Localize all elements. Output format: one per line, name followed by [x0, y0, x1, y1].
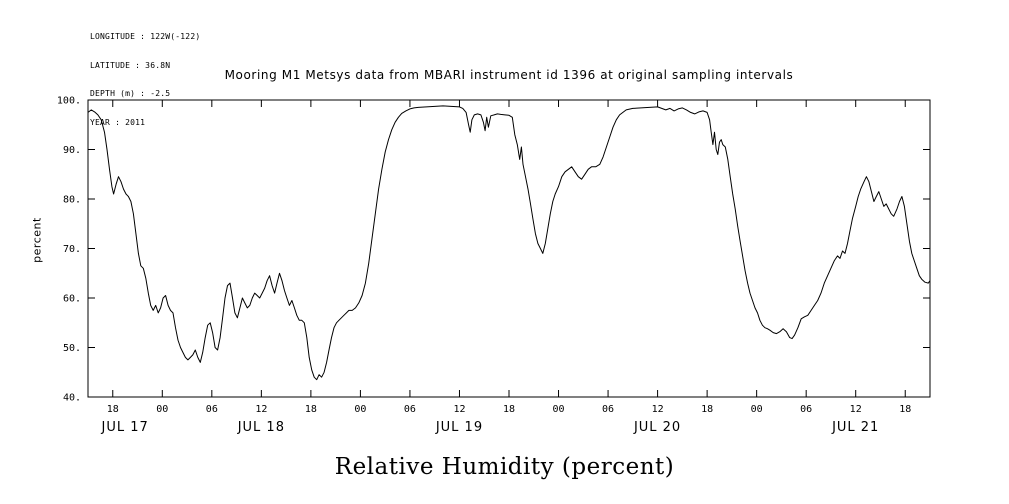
- x-day-label: JUL 19: [435, 420, 483, 435]
- x-tick-label: 18: [899, 404, 911, 415]
- humidity-series-line: [87, 105, 931, 381]
- x-axis-title: Relative Humidity (percent): [334, 454, 675, 480]
- y-tick-label: 80.: [63, 195, 81, 206]
- x-tick-label: 06: [206, 404, 218, 415]
- x-tick-label: 18: [701, 404, 713, 415]
- metadata-depth: DEPTH (m) : -2.5: [90, 89, 171, 98]
- x-tick-label: 18: [305, 404, 317, 415]
- x-day-label: JUL 18: [237, 420, 285, 435]
- x-tick-label: 12: [850, 404, 862, 415]
- x-tick-label: 12: [652, 404, 664, 415]
- x-day-label: JUL 21: [831, 420, 879, 435]
- metadata-block: LONGITUDE : 122W(-122) LATITUDE : 36.8N …: [90, 13, 200, 146]
- x-tick-label: 00: [751, 404, 763, 415]
- x-tick-label: 06: [602, 404, 614, 415]
- y-tick-label: 60.: [63, 294, 81, 305]
- x-tick-label: 00: [354, 404, 366, 415]
- x-day-label: JUL 20: [633, 420, 681, 435]
- x-tick-label: 00: [553, 404, 565, 415]
- x-tick-label: 06: [800, 404, 812, 415]
- y-tick-label: 50.: [63, 343, 81, 354]
- y-tick-label: 90.: [63, 145, 81, 156]
- x-tick-label: 06: [404, 404, 416, 415]
- metadata-latitude: LATITUDE : 36.8N: [90, 60, 171, 70]
- y-tick-label: 40.: [63, 393, 81, 404]
- metadata-year: YEAR : 2011: [90, 117, 146, 127]
- y-tick-label: 100.: [57, 96, 81, 107]
- x-tick-label: 12: [255, 404, 267, 415]
- plot-title: Mooring M1 Metsys data from MBARI instru…: [224, 68, 794, 82]
- y-tick-label: 70.: [63, 244, 81, 255]
- x-day-label: JUL 17: [101, 420, 149, 435]
- x-tick-label: 18: [503, 404, 515, 415]
- x-tick-label: 00: [156, 404, 168, 415]
- x-tick-label: 12: [453, 404, 465, 415]
- plot-frame: [87, 99, 931, 398]
- metadata-longitude: LONGITUDE : 122W(-122): [90, 32, 201, 41]
- x-tick-label: 18: [107, 404, 119, 415]
- axes: 100. 90. 80. 70. 60. 50. 40. 18 00 06 12 18 00 06 12 18…: [57, 96, 931, 435]
